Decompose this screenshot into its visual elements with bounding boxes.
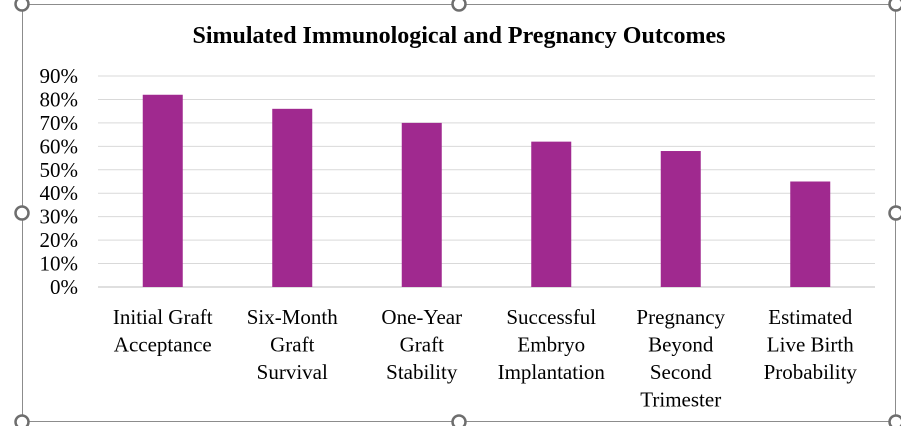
y-tick-label: 30% [40, 205, 79, 229]
selection-handles[interactable] [14, 0, 901, 426]
x-category-label: One-Year [381, 305, 462, 329]
y-tick-label: 80% [40, 87, 79, 111]
bar [401, 122, 442, 287]
x-axis-category-labels: Initial Graft Acceptance Six-Month Graft Sur… [113, 305, 858, 412]
y-tick-label: 60% [40, 134, 79, 158]
x-category-label: Six-Month [247, 305, 339, 329]
x-category-label: Live Birth [767, 333, 854, 357]
resize-handle[interactable] [14, 414, 30, 426]
resize-handle[interactable] [888, 0, 901, 12]
bar [531, 141, 572, 287]
resize-handle[interactable] [14, 0, 30, 12]
x-category-label: Graft [400, 333, 444, 357]
x-category-label: Second [650, 360, 712, 384]
y-tick-label: 40% [40, 181, 79, 205]
x-category-label: Beyond [648, 333, 714, 357]
x-category-label: Survival [257, 360, 328, 384]
bars [142, 94, 831, 287]
x-category-label: Successful [506, 305, 596, 329]
y-tick-label: 50% [40, 158, 79, 182]
x-category-label: Acceptance [114, 333, 212, 357]
x-category-label: Estimated [768, 305, 852, 329]
bar [790, 181, 831, 287]
x-category-label: Stability [386, 360, 458, 384]
x-category-label: Embryo [517, 333, 585, 357]
y-tick-label: 10% [40, 252, 79, 276]
y-tick-label: 20% [40, 228, 79, 252]
resize-handle[interactable] [888, 414, 901, 426]
resize-handle[interactable] [451, 0, 467, 12]
y-tick-label: 0% [50, 275, 78, 299]
resize-handle[interactable] [888, 205, 901, 221]
bar [142, 94, 183, 287]
y-tick-label: 70% [40, 111, 79, 135]
y-axis-tick-labels: 0%10%20%30%40%50%60%70%80%90% [40, 64, 79, 299]
x-category-label: Trimester [640, 388, 721, 412]
x-category-label: Graft [270, 333, 314, 357]
grid-lines [98, 75, 875, 288]
bar [272, 108, 313, 287]
x-category-label: Pregnancy [636, 305, 725, 329]
x-category-label: Implantation [498, 360, 606, 384]
x-category-label: Probability [764, 360, 858, 384]
x-category-label: Initial Graft [113, 305, 213, 329]
chart-title: Simulated Immunological and Pregnancy Ou… [192, 23, 726, 49]
bar [660, 151, 701, 287]
y-tick-label: 90% [40, 64, 79, 88]
resize-handle[interactable] [14, 205, 30, 221]
resize-handle[interactable] [451, 414, 467, 426]
